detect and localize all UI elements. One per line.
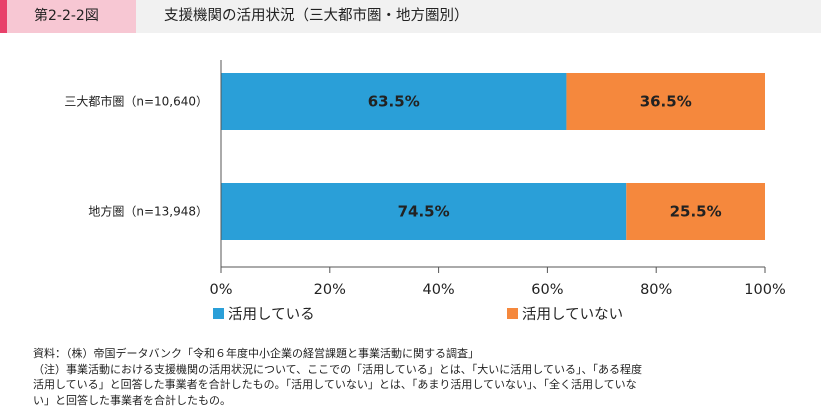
- source-notes: 資料：（株）帝国データバンク「令和６年度中小企業の経営課題と事業活動に関する調査…: [33, 346, 813, 408]
- category-label: 三大都市圏（n=10,640）: [64, 94, 208, 109]
- bar-segment: [566, 73, 765, 130]
- x-tick-label: 80%: [640, 282, 672, 298]
- bar-segment: [626, 183, 765, 240]
- note-line: 活用している」と回答した事業者を合計したもの。「活用していない」とは、「あまり活…: [33, 378, 637, 391]
- figure-title: 支援機関の活用状況（三大都市圏・地方圏別）: [136, 0, 821, 33]
- bar-value-label: 63.5%: [368, 93, 420, 111]
- bar-segment: [221, 183, 627, 240]
- stacked-bar-chart: 63.5% 36.5% 三大都市圏（n=10,640） 74.5% 25.5% 地方圏（n…: [64, 60, 786, 323]
- source-line: 資料：（株）帝国データバンク「令和６年度中小企業の経営課題と事業活動に関する調査…: [33, 347, 480, 360]
- legend-label: 活用している: [228, 306, 315, 323]
- figure-header: 第2-2-2図 支援機関の活用状況（三大都市圏・地方圏別）: [0, 0, 821, 33]
- header-accent-bar: [0, 0, 7, 33]
- bar-value-label: 25.5%: [670, 203, 722, 221]
- x-tick-label: 40%: [422, 282, 454, 298]
- x-tick-label: 20%: [314, 282, 346, 298]
- legend-swatch: [213, 308, 224, 319]
- bar-value-label: 36.5%: [640, 93, 692, 111]
- legend-label: 活用していない: [522, 306, 623, 323]
- bar-segment: [221, 73, 567, 130]
- figure-number: 第2-2-2図: [7, 0, 136, 33]
- x-tick-label: 60%: [531, 282, 563, 298]
- note-line: （注）事業活動における支援機関の活用状況について、ここでの「活用している」とは、…: [33, 362, 642, 376]
- x-tick-label: 0%: [209, 282, 232, 298]
- category-label: 地方圏（n=13,948）: [88, 204, 208, 219]
- legend-swatch: [507, 308, 518, 319]
- note-line: い」と回答した事業者を合計したもの。: [33, 393, 231, 407]
- bar-value-label: 74.5%: [398, 203, 450, 221]
- x-tick-label: 100%: [744, 282, 785, 298]
